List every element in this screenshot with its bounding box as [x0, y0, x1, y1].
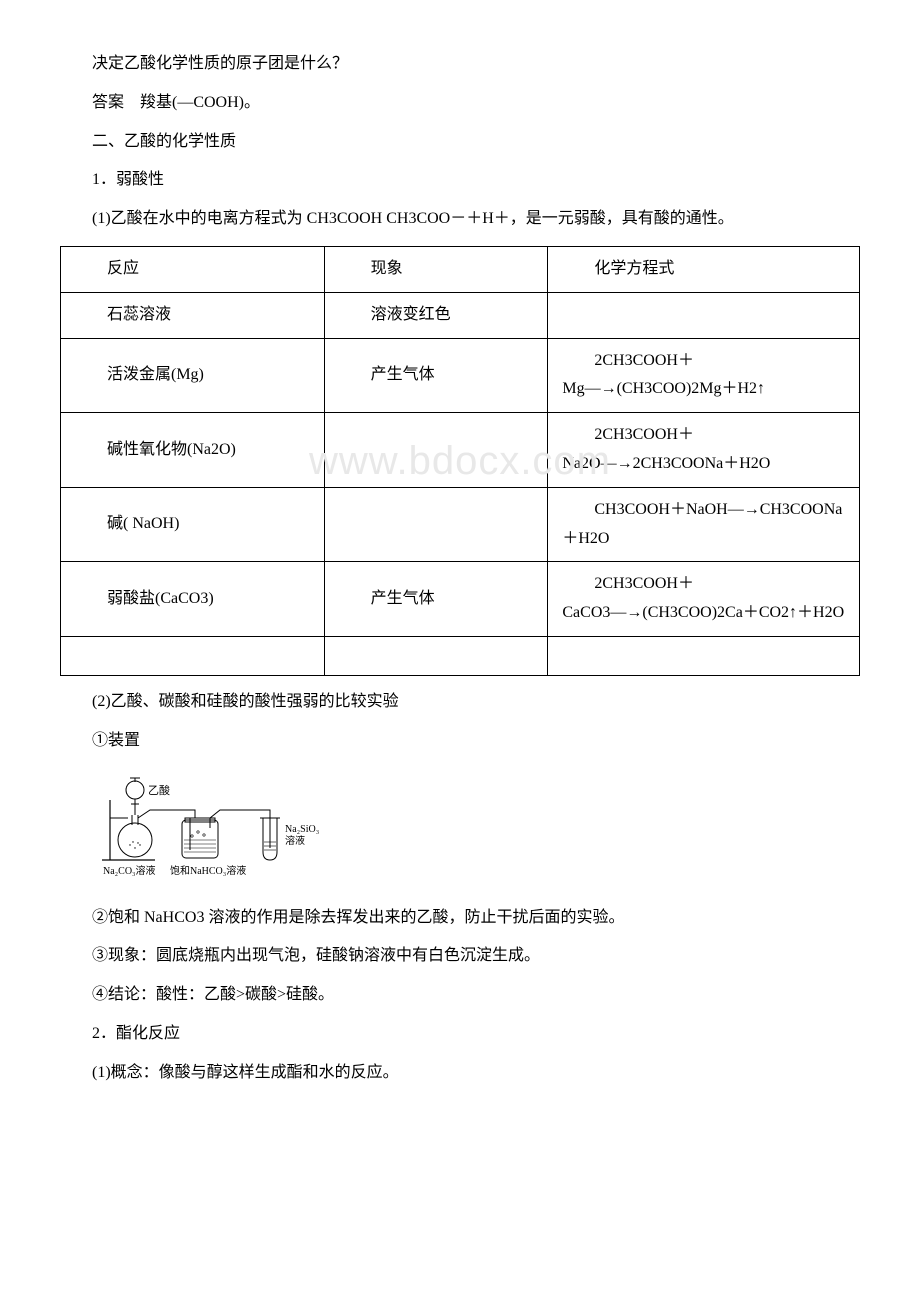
- test-tube-icon: [260, 818, 280, 860]
- reactions-table: 反应 现象 化学方程式 石蕊溶液 溶液变红色 活泼金属(Mg) 产生气体 2CH…: [60, 246, 860, 676]
- table-row: 弱酸盐(CaCO3) 产生气体 2CH3COOH＋CaCO3―→(CH3COO)…: [61, 562, 860, 637]
- table-cell: 2CH3COOH＋CaCO3―→(CH3COO)2Ca＋CO2↑＋H2O: [548, 562, 860, 637]
- diagram-label: Na₂SiO₃: [285, 824, 319, 835]
- table-cell: 石蕊溶液: [61, 292, 325, 338]
- table-cell: 弱酸盐(CaCO3): [61, 562, 325, 637]
- diagram-label: 饱和NaHCO₃溶液: [170, 864, 246, 877]
- body-text: (1)乙酸在水中的电离方程式为 CH3COOH CH3COO－＋H＋，是一元弱酸…: [60, 205, 860, 234]
- subsection-title: 1．弱酸性: [60, 166, 860, 195]
- wash-bottle-icon: [182, 818, 218, 858]
- diagram-label: Na₂CO₃溶液: [103, 864, 156, 877]
- table-row: 石蕊溶液 溶液变红色: [61, 292, 860, 338]
- section-heading: 二、乙酸的化学性质: [60, 128, 860, 157]
- table-header-cell: 反应: [61, 246, 325, 292]
- table-cell: 碱性氧化物(Na2O): [61, 413, 325, 488]
- table-cell: 产生气体: [324, 338, 548, 413]
- body-text: ④结论：酸性：乙酸>碳酸>硅酸。: [60, 981, 860, 1010]
- body-text: ③现象：圆底烧瓶内出现气泡，硅酸钠溶液中有白色沉淀生成。: [60, 942, 860, 971]
- body-text: ①装置: [60, 727, 860, 756]
- table-row: 碱性氧化物(Na2O) 2CH3COOH＋Na2O―→2CH3COONa＋H2O: [61, 413, 860, 488]
- table-header-row: 反应 现象 化学方程式: [61, 246, 860, 292]
- dropping-funnel-icon: [126, 778, 144, 815]
- table-cell: [324, 487, 548, 562]
- body-text: ②饱和 NaHCO3 溶液的作用是除去挥发出来的乙酸，防止干扰后面的实验。: [60, 904, 860, 933]
- table-cell: [548, 292, 860, 338]
- table-cell: [324, 413, 548, 488]
- table-cell: [548, 636, 860, 675]
- subsection-title: 2．酯化反应: [60, 1020, 860, 1049]
- table-cell: 活泼金属(Mg): [61, 338, 325, 413]
- table-cell: CH3COOH＋NaOH―→CH3COONa＋H2O: [548, 487, 860, 562]
- diagram-label: 乙酸: [148, 783, 170, 797]
- table-cell: 2CH3COOH＋Mg―→(CH3COO)2Mg＋H2↑: [548, 338, 860, 413]
- body-text: (1)概念：像酸与醇这样生成酯和水的反应。: [60, 1059, 860, 1088]
- table-row: [61, 636, 860, 675]
- table-cell: 2CH3COOH＋Na2O―→2CH3COONa＋H2O: [548, 413, 860, 488]
- table-cell: [324, 636, 548, 675]
- table-row: 碱( NaOH) CH3COOH＋NaOH―→CH3COONa＋H2O: [61, 487, 860, 562]
- question-text: 决定乙酸化学性质的原子团是什么？: [60, 50, 860, 79]
- round-flask-icon: [102, 800, 155, 860]
- answer-text: 答案 羧基(—COOH)。: [60, 89, 860, 118]
- table-cell: 产生气体: [324, 562, 548, 637]
- table-header-cell: 现象: [324, 246, 548, 292]
- apparatus-diagram: 乙酸 Na₂CO₃溶液 饱和NaHCO₃溶液: [100, 770, 860, 890]
- table-cell: 溶液变红色: [324, 292, 548, 338]
- table-header-cell: 化学方程式: [548, 246, 860, 292]
- diagram-label: 溶液: [285, 834, 305, 847]
- table-cell: 碱( NaOH): [61, 487, 325, 562]
- table-row: 活泼金属(Mg) 产生气体 2CH3COOH＋Mg―→(CH3COO)2Mg＋H…: [61, 338, 860, 413]
- body-text: (2)乙酸、碳酸和硅酸的酸性强弱的比较实验: [60, 688, 860, 717]
- table-cell: [61, 636, 325, 675]
